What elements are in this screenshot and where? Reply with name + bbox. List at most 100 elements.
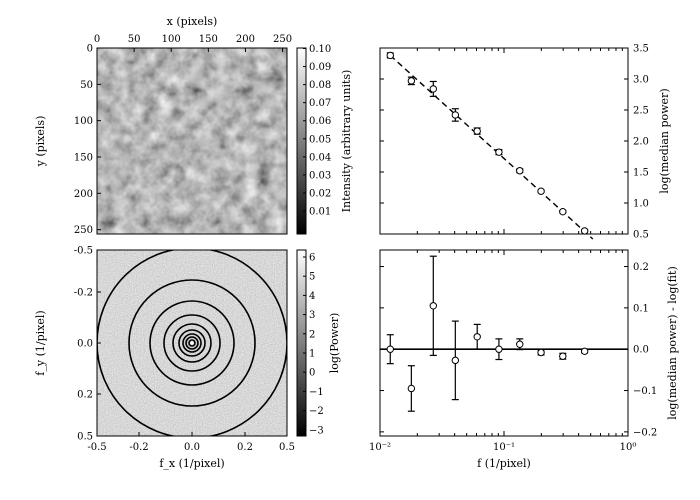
- x-tick-label: -0.5: [87, 442, 106, 453]
- y-tick-label: 0.2: [77, 390, 93, 401]
- data-point: [451, 111, 460, 119]
- fit-line: [389, 54, 594, 240]
- y-tick-label: 2.0: [633, 137, 649, 148]
- colorbar-tick-label: 0.07: [309, 98, 331, 109]
- data-point: [429, 85, 437, 93]
- y-tick-label: 0.1: [633, 303, 649, 314]
- median-power-panel: 0.5 1.0 1.5 2.0 2.5 3.0 3.5 log(median power): [379, 44, 671, 241]
- x-tick-label: 150: [199, 34, 218, 45]
- data-point: [559, 352, 567, 360]
- y-tick-label: 0.2: [633, 262, 649, 273]
- frequency-ring: [163, 314, 221, 372]
- data-point: [516, 167, 524, 175]
- median-power-frame: [379, 47, 629, 235]
- colorbar-tick-label: 0.08: [309, 80, 331, 91]
- y-tick-label: 0: [87, 44, 93, 55]
- image-frame: [96, 47, 288, 235]
- power-x-label: f_x (1/pixel): [159, 457, 224, 470]
- x-tick-label: 0: [94, 34, 100, 45]
- y-tick-label: 0.0: [633, 345, 649, 356]
- data-point: [537, 348, 545, 357]
- residual-frame: [379, 249, 629, 437]
- x-tick-label: -0.2: [129, 442, 148, 453]
- colorbar-tick-label: 0.10: [309, 44, 331, 55]
- x-tick-label: 100: [162, 34, 181, 45]
- image-x-ticks: 0 50 100 150 200 250: [94, 34, 292, 52]
- colorbar-tick-label: 0.01: [309, 207, 331, 218]
- data-point: [580, 227, 589, 235]
- data-point: [386, 51, 394, 60]
- power-colorbar: [296, 249, 307, 437]
- residual-panel: −0.2 −0.1 0.0 0.1 0.2 10⁻² 10⁻¹ 10⁰ f (1/pixel)…: [369, 249, 679, 470]
- colorbar-tick-label: 6: [309, 253, 315, 264]
- x-tick-label: 0.5: [279, 442, 295, 453]
- center-point: [190, 341, 194, 345]
- colorbar-tick-label: −1: [309, 387, 324, 398]
- colorbar-tick-label: −2: [309, 406, 324, 417]
- data-point: [386, 345, 394, 353]
- y-tick-label: 1.5: [633, 168, 649, 179]
- colorbar-tick-label: 0.03: [309, 170, 331, 181]
- y-tick-label: 2.5: [633, 106, 649, 117]
- frequency-ring: [188, 339, 196, 347]
- data-point: [559, 207, 567, 216]
- data-point: [429, 302, 437, 310]
- data-point: [473, 127, 481, 135]
- power-colorbar-label: log(Power): [328, 313, 341, 374]
- power-y-ticks: -0.5 -0.2 0.0 0.2 0.5: [74, 246, 101, 443]
- image-colorbar-label: Intensity (arbitrary units): [340, 70, 353, 213]
- image-colorbar: [296, 47, 307, 235]
- data-point: [495, 148, 503, 156]
- residual-y-label: log(median power) - log(fit): [666, 266, 679, 419]
- colorbar-tick-label: 0.04: [309, 152, 331, 163]
- x-tick-label: 250: [273, 34, 292, 45]
- frequency-ring: [178, 329, 206, 357]
- y-tick-label: 200: [74, 189, 93, 200]
- data-point: [407, 384, 416, 393]
- data-point: [495, 345, 503, 353]
- power-colorbar-ticks: 6 5 4 3 2 1 0 −1 −2 −3: [303, 253, 324, 436]
- frequency-ring: [172, 323, 212, 363]
- y-tick-label: 50: [80, 80, 93, 91]
- y-tick-label: 0.5: [633, 230, 649, 241]
- colorbar-tick-label: 0.06: [309, 116, 331, 127]
- y-tick-label: −0.1: [633, 386, 657, 397]
- image-y-label: y (pixels): [34, 116, 47, 168]
- image-y-ticks: 0 50 100 150 200 250: [74, 44, 101, 236]
- colorbar-tick-label: 0.05: [309, 134, 331, 145]
- y-tick-label: -0.2: [74, 288, 93, 299]
- colorbar-tick-label: 5: [309, 272, 315, 283]
- data-point: [407, 77, 416, 85]
- x-tick-label: 10⁰: [620, 442, 637, 453]
- residual-x-label: f (1/pixel): [477, 457, 531, 470]
- data-point: [473, 333, 481, 341]
- x-tick-label: 0.2: [237, 442, 253, 453]
- x-tick-label: 200: [236, 34, 255, 45]
- frequency-ring: [149, 300, 235, 386]
- y-tick-label: -0.5: [74, 246, 93, 257]
- y-tick-label: 100: [74, 116, 93, 127]
- image-panel: 0 50 100 150 200 250 0 50 100 150 200 250 x (pixel…: [34, 15, 353, 236]
- data-point: [516, 340, 524, 348]
- power-rings: [97, 250, 287, 436]
- data-point: [580, 347, 589, 355]
- power-y-label: f_y (1/pixel): [34, 310, 47, 375]
- power-panel: -0.5 -0.2 0.0 0.2 0.5 -0.5 -0.2 0.0 0.2 0.5 f_x …: [34, 246, 341, 471]
- colorbar-tick-label: 2: [309, 329, 315, 340]
- x-tick-label: 10⁻¹: [493, 442, 515, 453]
- y-tick-label: 250: [74, 225, 93, 236]
- image-x-label: x (pixels): [167, 15, 218, 28]
- colorbar-tick-label: 4: [309, 291, 315, 302]
- y-tick-label: 1.0: [633, 199, 649, 210]
- frequency-ring: [182, 333, 202, 353]
- y-tick-label: 3.0: [633, 75, 649, 86]
- x-tick-label: 0.0: [184, 442, 200, 453]
- colorbar-tick-label: 3: [309, 310, 315, 321]
- colorbar-tick-label: 0: [309, 368, 315, 379]
- x-tick-label: 50: [128, 34, 141, 45]
- median-power-y-label: log(median power): [658, 88, 671, 193]
- colorbar-tick-label: −3: [309, 425, 324, 436]
- y-tick-label: 3.5: [633, 44, 649, 55]
- y-tick-label: 0.0: [77, 339, 93, 350]
